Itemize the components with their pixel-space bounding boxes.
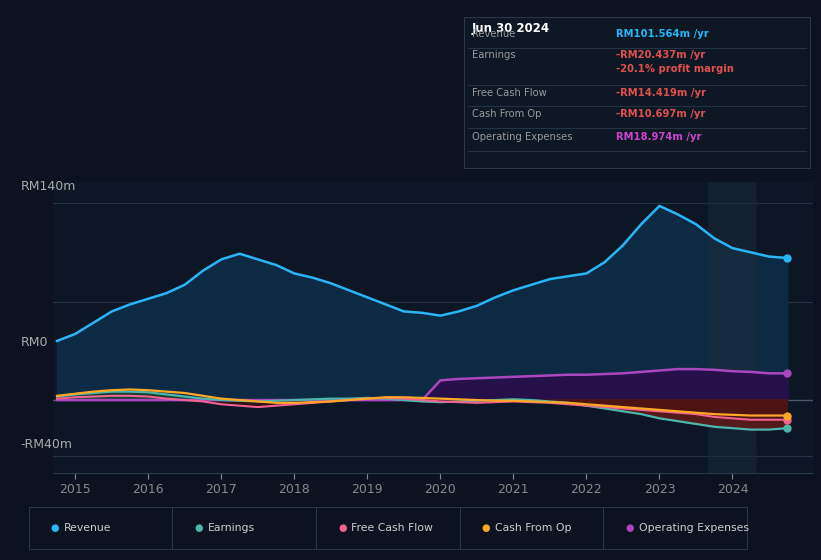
Text: Revenue: Revenue <box>64 523 112 533</box>
Text: Cash From Op: Cash From Op <box>472 109 542 119</box>
Text: Jun 30 2024: Jun 30 2024 <box>472 22 550 35</box>
Text: -RM40m: -RM40m <box>21 438 72 451</box>
Text: ●: ● <box>626 523 634 533</box>
Text: Cash From Op: Cash From Op <box>495 523 571 533</box>
Text: Revenue: Revenue <box>472 29 516 39</box>
Text: Operating Expenses: Operating Expenses <box>472 132 572 142</box>
Text: Free Cash Flow: Free Cash Flow <box>351 523 433 533</box>
Text: Earnings: Earnings <box>472 50 516 60</box>
Text: Operating Expenses: Operating Expenses <box>639 523 749 533</box>
Text: RM18.974m /yr: RM18.974m /yr <box>616 132 701 142</box>
Text: -20.1% profit margin: -20.1% profit margin <box>616 64 734 74</box>
Text: Earnings: Earnings <box>208 523 255 533</box>
Text: Free Cash Flow: Free Cash Flow <box>472 88 547 98</box>
Text: ●: ● <box>51 523 59 533</box>
Text: -RM14.419m /yr: -RM14.419m /yr <box>616 88 706 98</box>
Text: ●: ● <box>482 523 490 533</box>
Text: -RM10.697m /yr: -RM10.697m /yr <box>616 109 705 119</box>
Text: RM101.564m /yr: RM101.564m /yr <box>616 29 709 39</box>
Text: RM140m: RM140m <box>21 180 76 193</box>
Text: -RM20.437m /yr: -RM20.437m /yr <box>616 50 705 60</box>
Text: ●: ● <box>195 523 203 533</box>
Text: RM0: RM0 <box>21 336 48 349</box>
Text: ●: ● <box>338 523 346 533</box>
